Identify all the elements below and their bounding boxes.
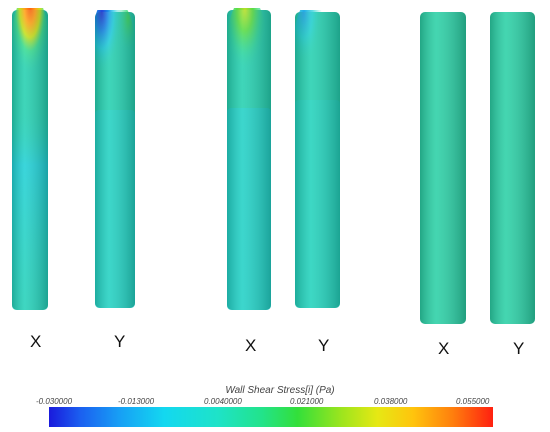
cylinder-y-case2 bbox=[295, 10, 340, 310]
colorbar-tick: 0.055000 bbox=[456, 397, 490, 406]
cylinder-y-case1 bbox=[95, 10, 135, 310]
cylinder-x-case2 bbox=[227, 8, 271, 312]
colorbar-gradient bbox=[49, 407, 493, 427]
label-x-case2: X bbox=[245, 336, 257, 355]
colorbar-tick: -0.013000 bbox=[118, 397, 155, 406]
colorbar-tick: 0.021000 bbox=[290, 397, 324, 406]
colorbar-tick: -0.030000 bbox=[36, 397, 73, 406]
cylinder-y-case3 bbox=[490, 10, 535, 326]
label-y-case1: Y bbox=[114, 332, 126, 351]
label-y-case3: Y bbox=[513, 339, 525, 358]
colorbar-tick: 0.038000 bbox=[374, 397, 408, 406]
cylinder-x-case3 bbox=[420, 10, 466, 326]
label-x-case1: X bbox=[30, 332, 42, 351]
label-x-case3: X bbox=[438, 339, 450, 358]
label-y-case2: Y bbox=[318, 336, 330, 355]
cylinder-x-case1 bbox=[12, 8, 48, 312]
colorbar-title: Wall Shear Stress[i] (Pa) bbox=[225, 385, 335, 396]
colorbar-tick: 0.0040000 bbox=[204, 397, 242, 406]
